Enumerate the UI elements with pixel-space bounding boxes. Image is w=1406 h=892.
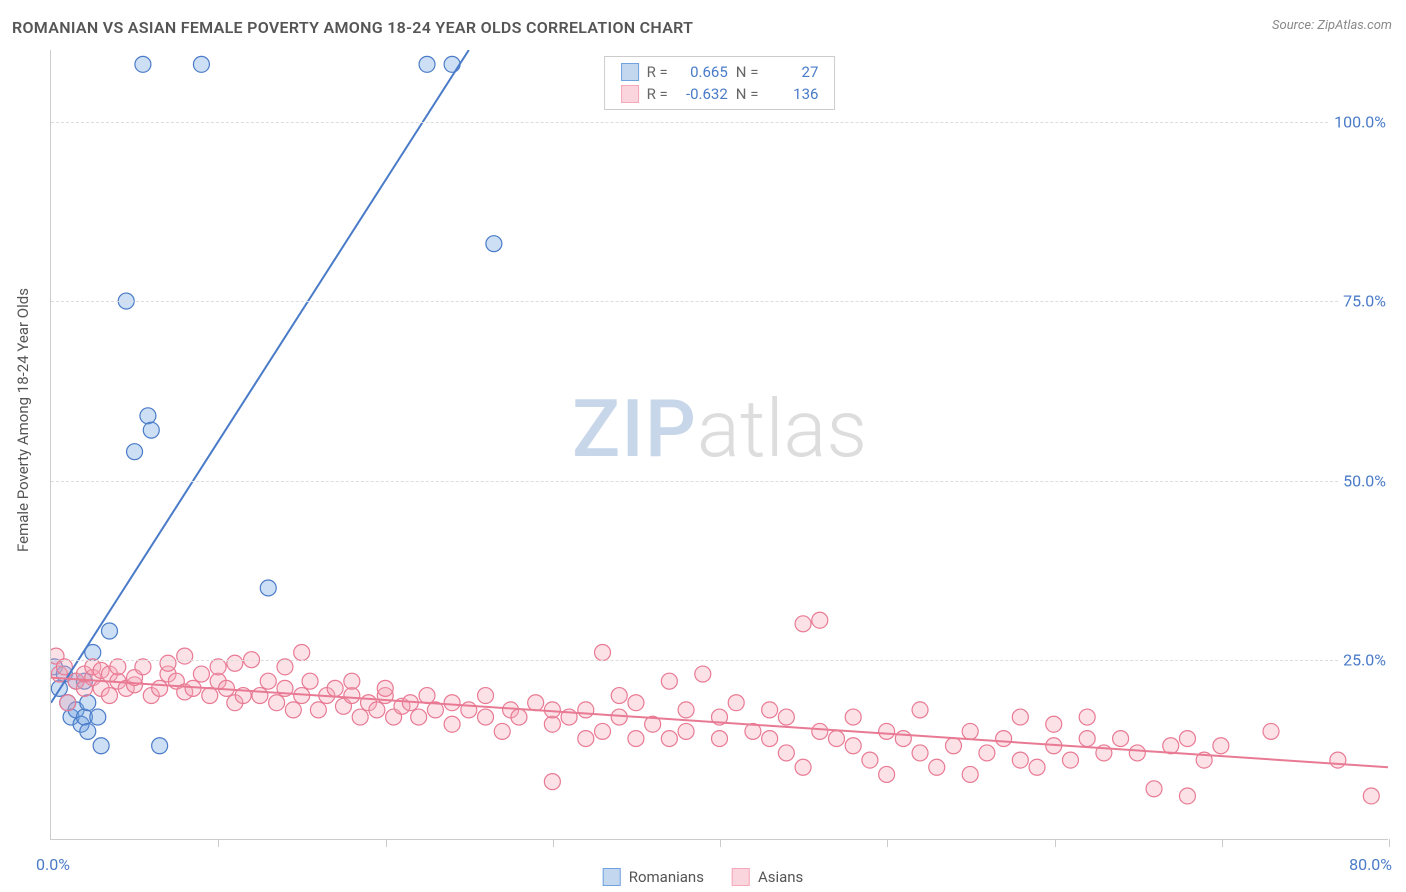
watermark-atlas: atlas — [697, 382, 867, 476]
legend-label-asians: Asians — [758, 868, 803, 886]
x-tick — [1055, 839, 1056, 847]
x-tick — [553, 839, 554, 847]
stats-legend: R = 0.665 N = 27 R = -0.632 N = 136 — [604, 56, 836, 110]
n-value-romanians: 27 — [766, 63, 818, 81]
scatter-svg — [51, 50, 1388, 839]
swatch-asians-bottom-icon — [732, 868, 750, 886]
plot-area: ZIPatlas R = 0.665 N = 27 R = -0.632 N =… — [50, 50, 1388, 840]
y-axis-title: Female Poverty Among 18-24 Year Olds — [14, 288, 32, 552]
watermark-zip: ZIP — [572, 382, 697, 476]
legend-item-asians: Asians — [732, 868, 803, 886]
y-tick-label: 100.0% — [1330, 112, 1390, 131]
stats-row-romanians: R = 0.665 N = 27 — [621, 61, 819, 83]
y-tick-label: 25.0% — [1339, 651, 1390, 670]
series-legend: Romanians Asians — [603, 868, 804, 886]
legend-label-romanians: Romanians — [629, 868, 704, 886]
n-label-2: N = — [736, 85, 759, 103]
r-label-2: R = — [647, 85, 668, 103]
r-label: R = — [647, 63, 668, 81]
chart-title: ROMANIAN VS ASIAN FEMALE POVERTY AMONG 1… — [12, 18, 693, 37]
y-tick-label: 50.0% — [1339, 471, 1390, 490]
source-label: Source: ZipAtlas.com — [1272, 18, 1392, 33]
r-value-asians: -0.632 — [676, 85, 728, 103]
x-tick — [218, 839, 219, 847]
swatch-romanians-bottom-icon — [603, 868, 621, 886]
y-tick-label: 75.0% — [1339, 292, 1390, 311]
n-value-asians: 136 — [766, 85, 818, 103]
x-tick — [720, 839, 721, 847]
x-tick — [386, 839, 387, 847]
gridline — [51, 301, 1388, 302]
watermark: ZIPatlas — [572, 382, 867, 476]
gridline — [51, 481, 1388, 482]
x-tick — [887, 839, 888, 847]
legend-item-romanians: Romanians — [603, 868, 704, 886]
stats-row-asians: R = -0.632 N = 136 — [621, 83, 819, 105]
n-label: N = — [736, 63, 759, 81]
swatch-romanians-icon — [621, 63, 639, 81]
x-tick — [1389, 839, 1390, 847]
x-axis-max-label: 80.0% — [1349, 855, 1392, 874]
swatch-asians-icon — [621, 85, 639, 103]
r-value-romanians: 0.665 — [676, 63, 728, 81]
x-tick — [1222, 839, 1223, 847]
gridline — [51, 122, 1388, 123]
x-axis-min-label: 0.0% — [36, 855, 70, 874]
gridline — [51, 660, 1388, 661]
